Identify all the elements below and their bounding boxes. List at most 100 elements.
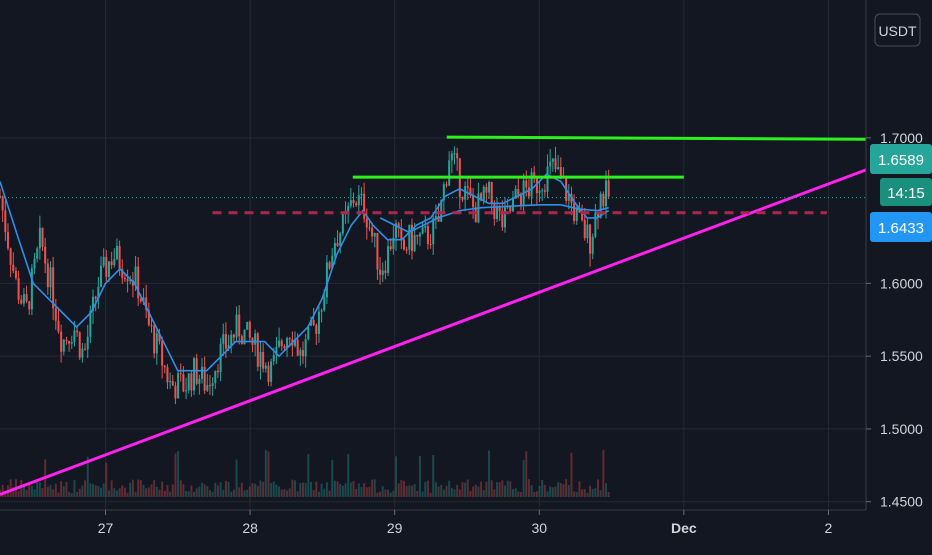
candle-body — [1, 196, 4, 211]
volume-bar — [230, 491, 233, 497]
candle-body — [131, 280, 134, 286]
candle-body — [0, 196, 1, 198]
candle-body — [57, 320, 60, 332]
candle-body — [328, 262, 331, 269]
candle-body — [137, 266, 140, 299]
volume-bar — [511, 489, 514, 497]
ma-value: 1.6433 — [878, 220, 924, 237]
candle-body — [68, 340, 71, 344]
volume-bar — [294, 480, 297, 497]
candle-body — [153, 325, 156, 354]
volume-bar — [94, 485, 97, 497]
volume-bar — [522, 460, 525, 497]
candle-body — [262, 351, 265, 369]
volume-bar — [602, 449, 605, 497]
volume-bar — [395, 456, 398, 497]
candle-body — [44, 246, 47, 264]
volume-bar — [488, 450, 491, 497]
volume-bar — [349, 482, 352, 497]
volume-bar — [331, 459, 334, 497]
candle-body — [70, 342, 73, 344]
volume-bar — [559, 482, 562, 497]
currency-button[interactable]: USDT — [874, 13, 921, 47]
volume-bar — [315, 481, 318, 497]
candle-body — [139, 298, 142, 302]
volume-bar — [65, 481, 68, 497]
candle-body — [384, 270, 387, 273]
candle-body — [246, 321, 249, 330]
time-tick-label: 30 — [531, 520, 547, 536]
volume-bar — [477, 486, 480, 497]
countdown-badge: 14:15 — [880, 178, 932, 206]
candle-body — [501, 210, 504, 228]
volume-bar — [304, 482, 307, 497]
candle-body — [118, 245, 121, 270]
candle-body — [575, 207, 578, 221]
volume-bar — [490, 480, 493, 497]
candle-body — [134, 266, 137, 286]
drawing-lines[interactable] — [0, 135, 867, 496]
volume-bar — [246, 489, 249, 497]
volume-bar — [158, 489, 161, 497]
candle-body — [248, 321, 251, 338]
candle-body — [509, 205, 512, 212]
candle-body — [591, 236, 594, 254]
candle-body — [227, 345, 230, 349]
candle-body — [493, 203, 496, 219]
volume-bar — [344, 483, 347, 497]
volume-bar — [235, 459, 238, 497]
candle-body — [62, 339, 65, 352]
candle-body — [469, 187, 472, 196]
volume-bar — [17, 490, 20, 497]
candle-body — [488, 182, 491, 193]
candle-body — [254, 333, 257, 345]
volume-bar — [251, 483, 254, 497]
time-axis[interactable]: 27 28 29 30 Dec 2 — [98, 510, 833, 536]
volume-bar — [418, 456, 421, 497]
volume-bar — [280, 489, 283, 497]
volume-bar — [99, 487, 102, 497]
candle-body — [243, 329, 246, 345]
candle-body — [54, 308, 57, 321]
volume-bar — [527, 479, 530, 497]
candle-body — [464, 186, 467, 200]
volume-bar — [599, 490, 602, 497]
volume-bar — [464, 482, 467, 497]
volume-bar — [84, 480, 87, 497]
price-tick-label: 1.5500 — [880, 348, 923, 364]
candle-body — [304, 339, 307, 357]
volume-bar — [445, 485, 448, 497]
countdown-value: 14:15 — [887, 185, 925, 202]
volume-bar — [347, 454, 350, 497]
volume-bar — [309, 481, 312, 497]
candle-body — [533, 172, 536, 177]
candle-body — [519, 194, 522, 207]
volume-bar — [259, 480, 262, 497]
volume-bar — [193, 491, 196, 497]
fast-ma-line — [0, 173, 610, 372]
volume-bar — [54, 483, 57, 497]
candle-body — [240, 336, 243, 345]
candle-body — [102, 256, 105, 266]
volume-bar — [384, 489, 387, 497]
volume-bar — [392, 490, 395, 497]
candle-body — [280, 340, 283, 347]
price-axis[interactable]: 1.7000 1.6000 1.5500 1.5000 1.4500 — [866, 130, 923, 510]
candle-body — [379, 269, 382, 275]
candle-body — [581, 212, 584, 220]
volume-bar — [115, 490, 118, 497]
candle-body — [573, 202, 576, 221]
volume-bar — [506, 480, 509, 497]
candle-body — [94, 296, 97, 299]
volume-bar — [387, 489, 390, 497]
volume-bar — [62, 486, 65, 497]
candle-body — [589, 224, 592, 254]
candle-body — [65, 339, 68, 341]
candle-body — [46, 263, 49, 288]
candle-body — [387, 246, 390, 273]
volume-bar — [147, 487, 150, 497]
volume-bar — [299, 483, 302, 497]
candle-body — [341, 213, 344, 234]
